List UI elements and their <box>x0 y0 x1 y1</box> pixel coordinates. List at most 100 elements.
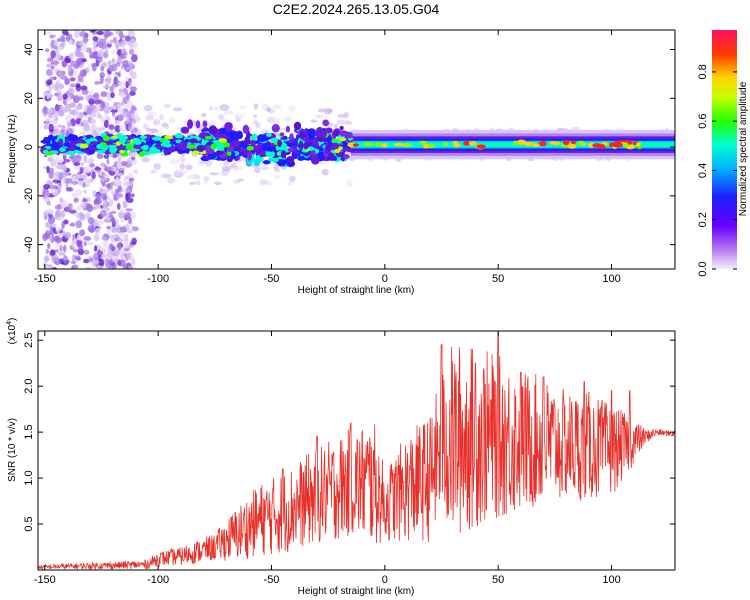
heatmap-cell <box>53 125 58 132</box>
snr-series-line <box>38 332 675 570</box>
heatmap-cell <box>110 188 116 196</box>
heatmap-cell <box>47 202 52 207</box>
snr-ticks: -150 -100 -50 0 50 100 0.5 1.0 1.5 2.0 2.5 <box>23 331 675 586</box>
heatmap-cell <box>45 197 50 203</box>
heatmap-cell <box>129 152 137 158</box>
heatmap-cell <box>56 46 63 51</box>
heatmap-cell <box>201 112 207 118</box>
heatmap-cell <box>48 123 54 133</box>
x-tick-label: -150 <box>34 574 56 586</box>
heatmap-cell <box>105 207 111 211</box>
heatmap-cell <box>285 125 291 133</box>
heatmap-cell <box>92 45 98 51</box>
heatmap-cell <box>602 141 608 145</box>
heatmap-cell <box>119 218 126 223</box>
heatmap-cell <box>201 140 207 146</box>
heatmap-cell <box>276 158 287 167</box>
heatmap-cell <box>108 106 115 111</box>
heatmap-cell <box>79 131 86 135</box>
colorbar <box>712 30 737 269</box>
heatmap-cell <box>259 166 270 171</box>
heatmap-cell <box>109 130 114 135</box>
heatmap-cell <box>131 257 136 266</box>
heatmap-cell <box>116 103 123 112</box>
heatmap-cell <box>251 147 263 152</box>
heatmap-cell <box>83 258 90 264</box>
heatmap-cell <box>130 71 137 80</box>
heatmap-cell <box>442 141 449 147</box>
heatmap-cell <box>105 77 111 86</box>
heatmap-cell <box>42 149 49 154</box>
heatmap-cell <box>93 99 102 105</box>
heatmap-cell <box>333 123 338 129</box>
heatmap-cell <box>210 143 217 149</box>
heatmap-cell <box>598 144 605 148</box>
heatmap-cell <box>273 104 282 110</box>
heatmap-cell <box>270 137 278 144</box>
heatmap-cell <box>112 83 119 87</box>
heatmap-cell <box>90 54 96 59</box>
heatmap-cell <box>69 223 76 227</box>
heatmap-cell <box>318 161 327 165</box>
heatmap-cell <box>100 177 108 182</box>
heatmap-cell <box>119 208 124 214</box>
heatmap-cell <box>79 143 89 149</box>
heatmap-cell <box>131 127 141 135</box>
heatmap-cell <box>117 238 125 243</box>
heatmap-cell <box>58 252 66 256</box>
heatmap-cell <box>73 197 79 203</box>
heatmap-cell <box>94 197 103 205</box>
heatmap-cell <box>234 131 244 140</box>
heatmap-cell <box>312 141 319 147</box>
heatmap-cell <box>60 202 65 208</box>
heatmap-cell <box>194 129 202 133</box>
heatmap-cell <box>468 141 477 146</box>
y-tick-label: 1.5 <box>23 424 35 439</box>
colorbar-tick-label: 0.0 <box>697 261 709 276</box>
heatmap-cell <box>317 108 328 113</box>
heatmap-cell <box>61 61 67 68</box>
heatmap-cell <box>67 87 75 94</box>
heatmap-cell <box>143 104 153 112</box>
x-tick-label: 50 <box>492 273 504 285</box>
heatmap-cell <box>83 114 91 119</box>
heatmap-cell <box>115 192 124 199</box>
y-tick-label: 2.0 <box>23 379 35 394</box>
heatmap-cell <box>82 37 89 43</box>
heatmap-cell <box>81 44 88 52</box>
x-tick-label: -50 <box>264 273 280 285</box>
colorbar-tick-label: 0.2 <box>697 212 709 227</box>
heatmap-cell <box>115 79 119 84</box>
heatmap-cell <box>166 146 176 153</box>
heatmap-cell <box>121 60 130 68</box>
heatmap-cell <box>80 161 84 166</box>
heatmap-cell <box>111 57 116 65</box>
heatmap-cell <box>68 53 74 60</box>
heatmap-cell <box>83 154 88 164</box>
colorbar-tick-label: 0.8 <box>697 64 709 79</box>
heatmap-cell <box>280 132 285 137</box>
heatmap-cell <box>65 187 74 192</box>
heatmap-cell <box>103 199 107 206</box>
heatmap-cell <box>293 121 302 131</box>
y-tick-label: 40 <box>23 43 35 55</box>
heatmap-cell <box>111 49 115 54</box>
heatmap-cell <box>79 166 84 174</box>
heatmap-cell <box>44 48 50 53</box>
heatmap-cell <box>94 167 102 171</box>
heatmap-cell <box>57 124 62 128</box>
heatmap-cell <box>143 123 148 130</box>
heatmap-cell <box>174 133 184 139</box>
heatmap-cell <box>121 160 128 167</box>
heatmap-cell <box>104 112 109 119</box>
heatmap-cell <box>111 111 116 117</box>
heatmap-cell <box>109 243 114 250</box>
heatmap-cell <box>77 174 87 179</box>
heatmap-cell <box>90 168 97 174</box>
heatmap-cell <box>80 202 86 210</box>
heatmap-cell <box>116 162 121 168</box>
figure-title: C2E2.2024.265.13.05.G04 <box>273 1 440 17</box>
heatmap-cell <box>55 209 62 217</box>
heatmap-cell <box>71 192 78 198</box>
